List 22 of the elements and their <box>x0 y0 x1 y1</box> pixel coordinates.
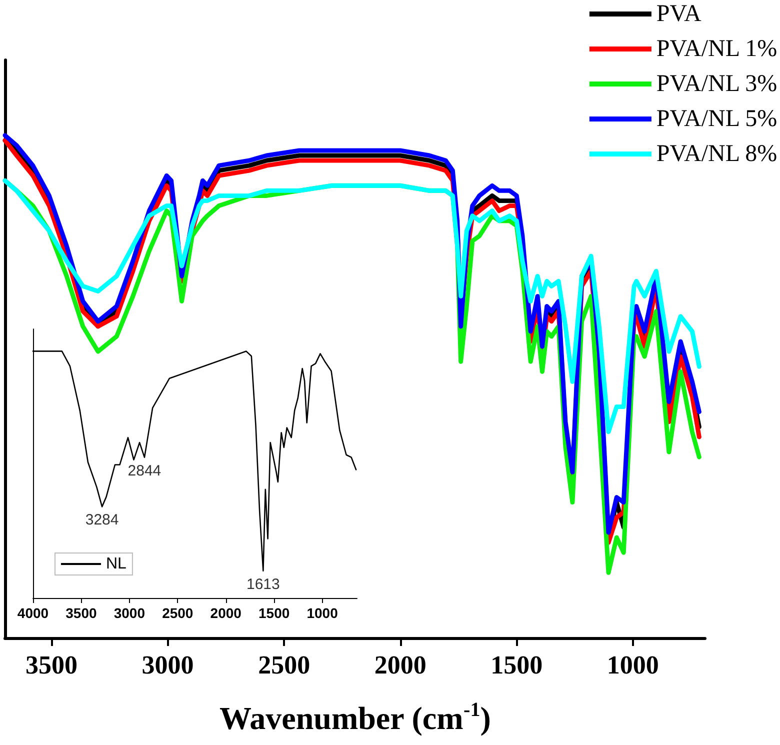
x-tick-label: 2500 <box>258 650 310 680</box>
x-tick-label: 1000 <box>306 605 338 621</box>
x-tick-label: 3500 <box>66 605 97 621</box>
x-tick-label: 1500 <box>258 605 290 621</box>
x-tick-label: 2000 <box>374 650 426 680</box>
legend-label: PVA/NL 1% <box>656 36 778 62</box>
x-tick-label: 3000 <box>142 650 194 680</box>
annotation: 2844 <box>128 462 162 480</box>
x-tick-label: 3000 <box>114 605 146 621</box>
legend-label: PVA/NL 8% <box>656 141 778 167</box>
x-tick-label: 1500 <box>490 650 543 680</box>
legend-label: PVA <box>656 1 702 27</box>
x-tick-label: 2500 <box>162 605 194 621</box>
legend-label: PVA/NL 3% <box>656 71 778 97</box>
x-tick-label: 3500 <box>26 650 78 680</box>
annotation: 1613 <box>246 576 280 593</box>
x-tick-label: 4000 <box>17 605 49 621</box>
x-tick-label: 2000 <box>210 605 242 621</box>
annotation: 3284 <box>85 512 119 529</box>
legend-label: PVA/NL 5% <box>656 106 778 132</box>
legend-label: NL <box>106 556 127 572</box>
x-tick-label: 1000 <box>606 650 659 680</box>
